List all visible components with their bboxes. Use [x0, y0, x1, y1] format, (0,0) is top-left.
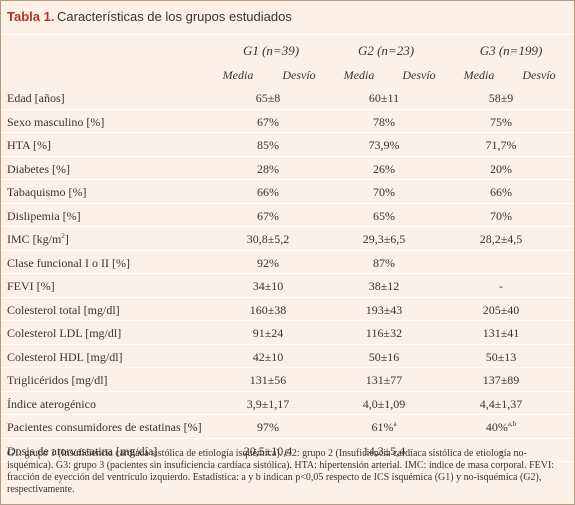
cell-g1: 3,9±1,17	[246, 396, 290, 411]
subheader-row: Media Desvío Media Desvío Media Desvío	[1, 63, 574, 86]
row-label: FEVI [%]	[7, 279, 55, 293]
table-row: Tabaquismo [%] 66% 70% 66%	[1, 180, 574, 204]
row-label: Dosis de atorvastatina [mg/día]	[7, 443, 158, 458]
cell-g1: 91±24	[252, 326, 284, 340]
cell-g1: 67%	[257, 114, 279, 129]
cell-g2: 60±11	[368, 91, 400, 105]
row-label: Colesterol HDL [mg/dl]	[7, 349, 123, 364]
group-header-g1: G1 (n=39)	[242, 43, 300, 58]
cell-g1: 30,8±5,2	[246, 232, 290, 246]
cell-g3: 4,4±1,37	[479, 396, 523, 411]
cell-g3: 70%	[490, 208, 512, 223]
subheader-media-g1: Media	[222, 68, 254, 82]
group-header-g2: G2 (n=23)	[357, 43, 415, 58]
row-label: Triglicéridos [mg/dl]	[7, 373, 108, 387]
cell-g2: 131±77	[365, 373, 403, 387]
cell-g1: 65±8	[255, 91, 281, 105]
row-label: Clase funcional I o II [%]	[7, 255, 130, 270]
cell-g2: 26%	[373, 161, 395, 176]
subheader-media-g3: Media	[463, 68, 495, 82]
subheader-desvio-g2: Desvío	[402, 68, 436, 82]
subheader-media-g2: Media	[343, 68, 375, 82]
table-row: Edad [años] 65±8 60±11 58±9	[1, 86, 574, 110]
cell-g1: 66%	[257, 185, 279, 199]
row-label: Colesterol total [mg/dl]	[7, 302, 120, 317]
cell-g3: 40%a,b	[485, 420, 517, 434]
table-label: Tabla 1.	[7, 9, 55, 24]
table-row: Triglicéridos [mg/dl] 131±56 131±77 137±89	[1, 368, 574, 392]
group-header-row: G1 (n=39) G2 (n=23) G3 (n=199)	[1, 35, 574, 63]
cell-g1: 92%	[257, 255, 279, 270]
cell-g1: 20,5±10,4	[243, 443, 293, 458]
table-row: IMC [kg/m2] 30,8±5,2 29,3±6,5 28,2±4,5	[1, 227, 574, 251]
cell-g1: 131±56	[249, 373, 287, 387]
cell-g3: 50±13	[485, 349, 517, 364]
row-label: Diabetes [%]	[7, 161, 70, 176]
cell-g1: 85%	[257, 138, 279, 152]
table-row: Colesterol HDL [mg/dl] 42±10 50±16 50±13	[1, 345, 574, 368]
cell-g2: 78%	[373, 114, 395, 129]
cell-g3: 75%	[490, 114, 512, 129]
cell-g3: -	[499, 443, 503, 458]
table-row: HTA [%] 85% 73,9% 71,7%	[1, 133, 574, 157]
row-label: Tabaquismo [%]	[7, 185, 87, 199]
table-row: Dislipemia [%] 67% 65% 70%	[1, 204, 574, 227]
cell-g3: 28,2±4,5	[479, 232, 523, 246]
cell-g3: 58±9	[488, 91, 514, 105]
cell-g2: 4,0±1,09	[362, 396, 406, 411]
cell-g2: 14,3±5,4	[362, 443, 406, 458]
cell-g2: 73,9%	[368, 138, 400, 152]
group-header-g3: G3 (n=199)	[479, 43, 543, 58]
cell-g2: 116±32	[365, 326, 403, 340]
subheader-desvio-g3: Desvío	[522, 68, 556, 82]
row-label: Colesterol LDL [mg/dl]	[7, 326, 122, 340]
cell-g2: 50±16	[368, 349, 400, 364]
table-row: Colesterol total [mg/dl] 160±38 193±43 205±…	[1, 298, 574, 321]
table-footnote: G1: grupo 1 (Insuficiencia cardíaca sist…	[7, 448, 555, 495]
cell-g2: 38±12	[368, 279, 400, 293]
cell-g1: 34±10	[252, 279, 284, 293]
cell-g1: 42±10	[252, 349, 284, 364]
table-row: Dosis de atorvastatina [mg/día] 20,5±10,4…	[1, 439, 574, 462]
cell-g3: 131±41	[482, 326, 520, 340]
table-row: FEVI [%] 34±10 38±12 -	[1, 274, 574, 298]
row-label: Pacientes consumidores de estatinas [%]	[7, 420, 202, 434]
row-label: HTA [%]	[7, 138, 52, 152]
cell-g2: 193±43	[365, 302, 403, 317]
table-row: Pacientes consumidores de estatinas [%] 9…	[1, 415, 574, 439]
row-label: Dislipemia [%]	[7, 208, 81, 223]
row-label: Sexo masculino [%]	[7, 114, 105, 129]
table-row: Clase funcional I o II [%] 92% 87%	[1, 251, 574, 274]
row-label: Edad [años]	[7, 91, 65, 105]
row-label: Índice aterogénico	[7, 396, 96, 411]
table-row: Diabetes [%] 28% 26% 20%	[1, 157, 574, 180]
cell-g2: 65%	[373, 208, 395, 223]
cell-g3: 137±89	[482, 373, 520, 387]
subheader-desvio-g1: Desvío	[282, 68, 316, 82]
cell-g1: 28%	[257, 161, 279, 176]
table-caption: Características de los grupos estudiados	[57, 9, 292, 24]
table-body: Edad [años] 65±8 60±11 58±9 Sexo masculino […	[1, 86, 574, 462]
table-title: Tabla 1. Características de los grupos e…	[1, 1, 574, 35]
table-row: Colesterol LDL [mg/dl] 91±24 116±32 131±41	[1, 321, 574, 345]
table-row: Índice aterogénico 3,9±1,17 4,0±1,09 4,4±1,…	[1, 392, 574, 415]
cell-g1: 97%	[257, 420, 279, 434]
cell-g1: 160±38	[249, 302, 287, 317]
cell-g3: 71,7%	[485, 138, 517, 152]
cell-g2: 29,3±6,5	[362, 232, 406, 246]
cell-g3: 66%	[490, 185, 512, 199]
cell-g2: 70%	[373, 185, 395, 199]
cell-g3: -	[499, 279, 503, 293]
table-row: Sexo masculino [%] 67% 78% 75%	[1, 110, 574, 133]
cell-g2: 87%	[373, 255, 395, 270]
cell-g3: 20%	[490, 161, 512, 176]
cell-g3: 205±40	[482, 302, 520, 317]
cell-g1: 67%	[257, 208, 279, 223]
cell-g2: 61%a	[371, 420, 397, 434]
row-label: IMC [kg/m2]	[7, 232, 69, 246]
